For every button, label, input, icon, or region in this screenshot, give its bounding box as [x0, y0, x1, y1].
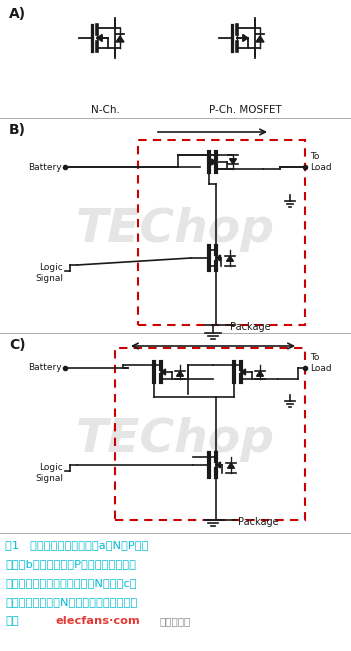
Text: 阻斷: 阻斷	[5, 616, 19, 626]
Text: TEChop: TEChop	[75, 417, 274, 462]
Polygon shape	[230, 159, 237, 164]
Text: B): B)	[9, 123, 26, 137]
Text: Battery: Battery	[28, 163, 62, 171]
Polygon shape	[216, 255, 220, 261]
Polygon shape	[161, 369, 166, 375]
Polygon shape	[226, 256, 233, 261]
Text: TEChop: TEChop	[75, 208, 274, 253]
Text: elecfans·com: elecfans·com	[55, 616, 140, 626]
Polygon shape	[216, 462, 220, 468]
Text: 圖1   傳統負載開關表現顯示a）N和P溝道: 圖1 傳統負載開關表現顯示a）N和P溝道	[5, 540, 148, 550]
Polygon shape	[241, 369, 245, 375]
Text: Logic
Signal: Logic Signal	[35, 263, 63, 283]
Bar	[138, 140, 305, 325]
Text: N-Ch.: N-Ch.	[91, 105, 119, 115]
Polygon shape	[256, 36, 264, 42]
Text: 載開關與通過邏輯信號驅動的N溝道，c）: 載開關與通過邏輯信號驅動的N溝道，c）	[5, 578, 137, 588]
Polygon shape	[212, 159, 216, 165]
Text: To
Load: To Load	[310, 152, 332, 172]
Text: 當不啟用時高側雙N溝道提供了二極體電流: 當不啟用時高側雙N溝道提供了二極體電流	[5, 597, 137, 607]
Bar	[115, 348, 305, 520]
Text: To
Load: To Load	[310, 353, 332, 373]
Text: C): C)	[9, 338, 26, 352]
Polygon shape	[257, 371, 264, 376]
Polygon shape	[177, 371, 184, 376]
Polygon shape	[97, 35, 102, 42]
Text: Package: Package	[238, 517, 279, 527]
Text: 电子发烧友: 电子发烧友	[160, 616, 191, 626]
Polygon shape	[227, 463, 234, 468]
Text: 描述，b）在高側、由P溝道組成的簡單負: 描述，b）在高側、由P溝道組成的簡單負	[5, 559, 136, 569]
Polygon shape	[116, 36, 124, 42]
Text: P-Ch. MOSFET: P-Ch. MOSFET	[208, 105, 282, 115]
Text: Battery: Battery	[28, 363, 62, 372]
Text: A): A)	[9, 7, 26, 21]
Text: Package: Package	[230, 322, 271, 332]
Polygon shape	[243, 35, 248, 42]
Text: Logic
Signal: Logic Signal	[35, 464, 63, 482]
